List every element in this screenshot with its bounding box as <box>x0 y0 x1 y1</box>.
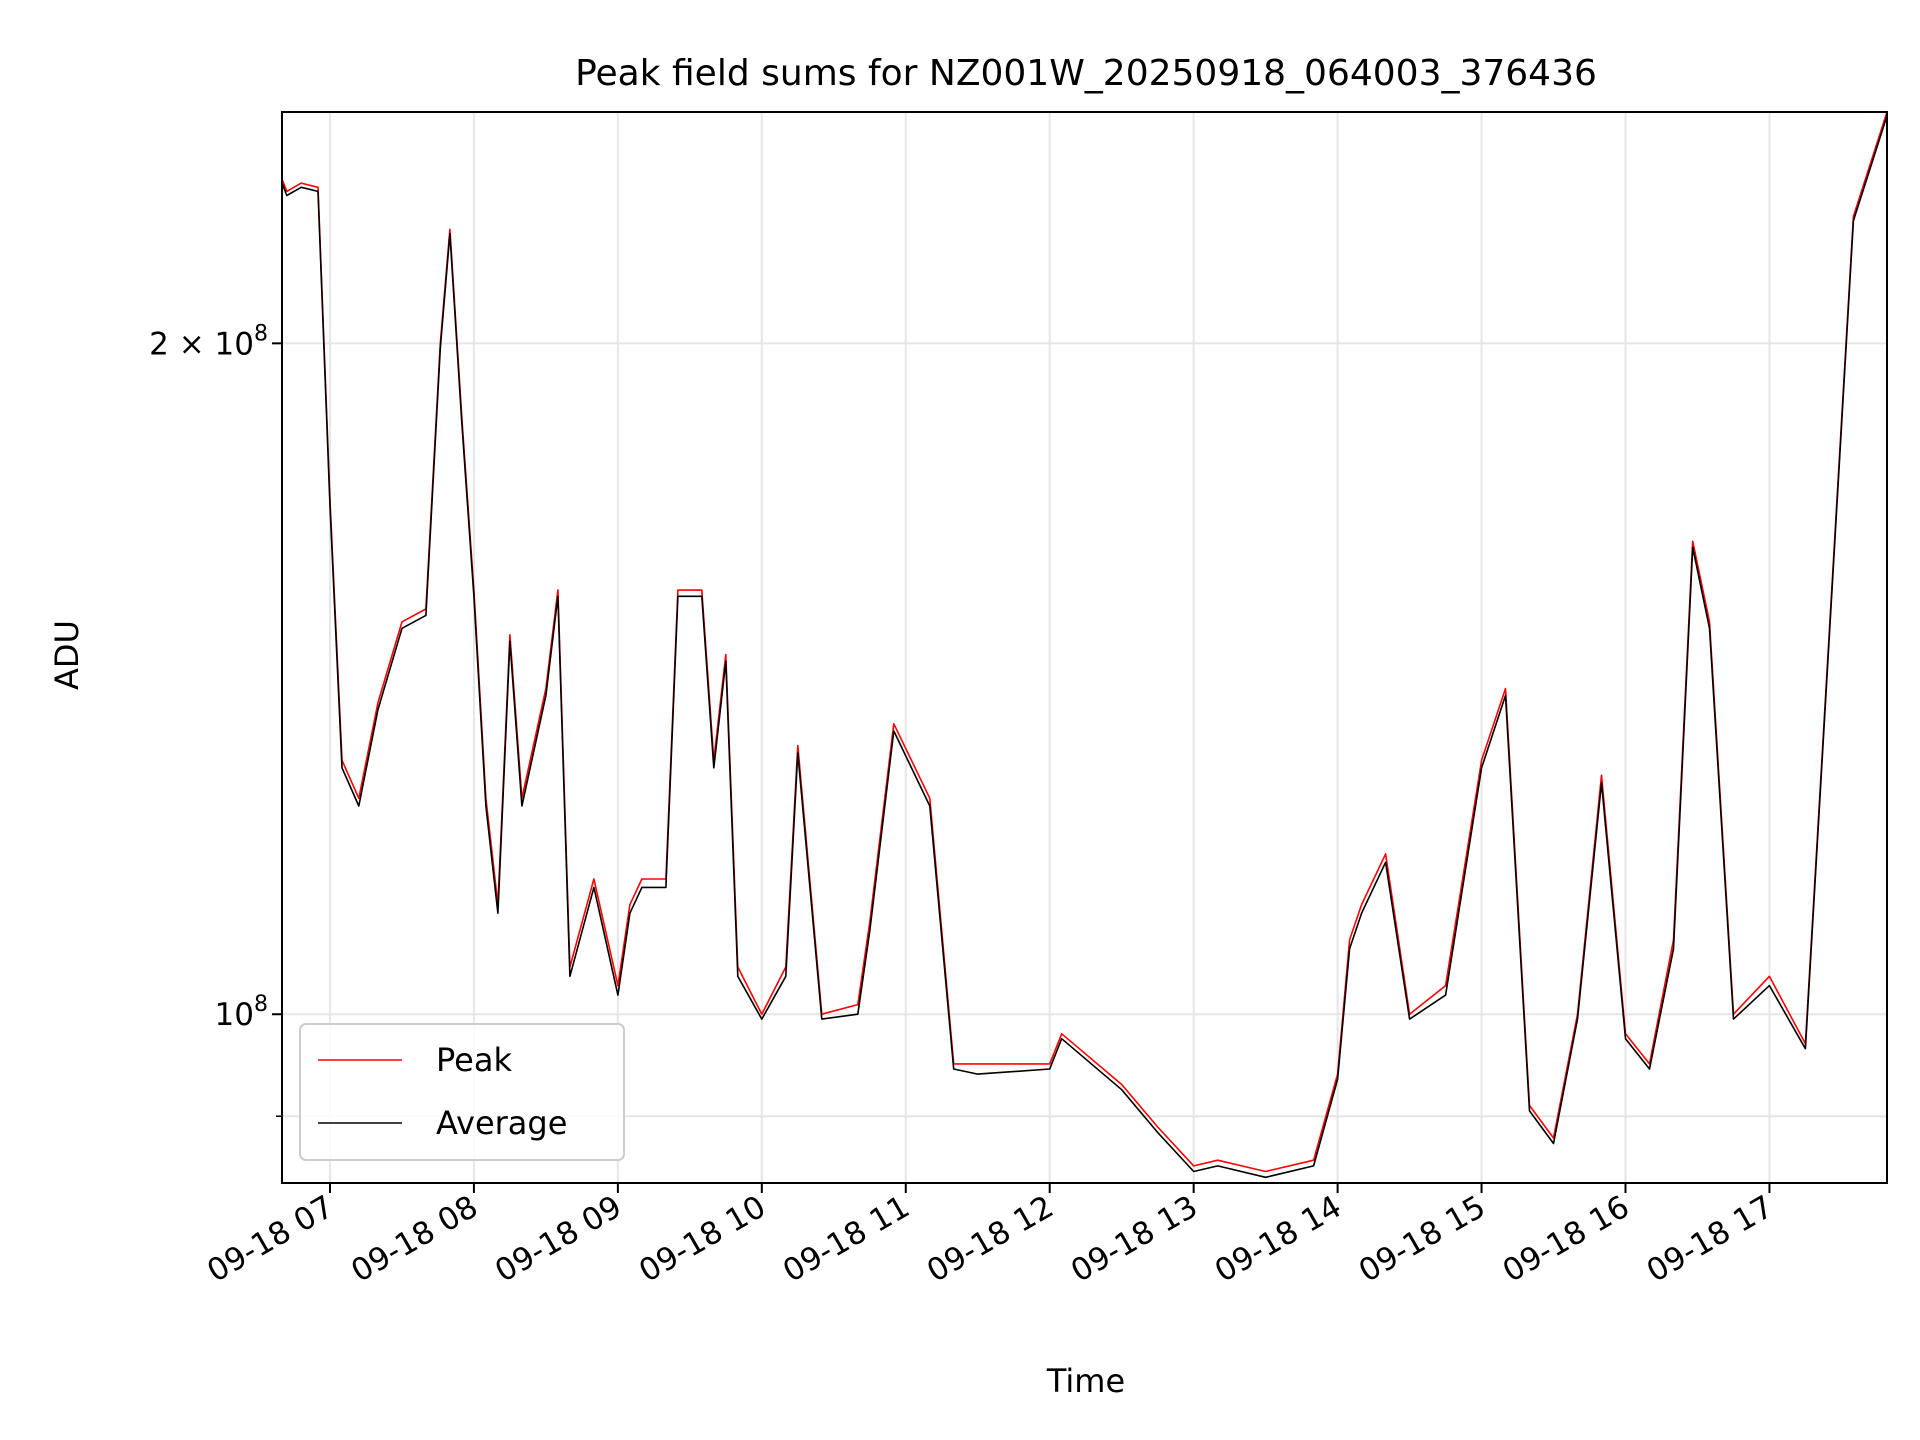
y-tick-label: 108 <box>215 992 268 1033</box>
y-tick-label: 2 × 108 <box>149 321 268 362</box>
legend-box <box>299 1023 625 1161</box>
grid <box>282 112 1887 1183</box>
plot-frame <box>281 111 1888 1184</box>
x-axis-label: Time <box>1046 1362 1125 1400</box>
legend-label-peak: Peak <box>436 1041 512 1079</box>
series-line-average <box>281 115 1888 1179</box>
legend-label-average: Average <box>436 1104 567 1142</box>
y-axis-label: ADU <box>48 620 86 690</box>
legend: Peak Average <box>299 1023 625 1161</box>
series-lines <box>281 111 1888 1179</box>
chart-title: Peak field sums for NZ001W_20250918_0640… <box>575 53 1597 94</box>
